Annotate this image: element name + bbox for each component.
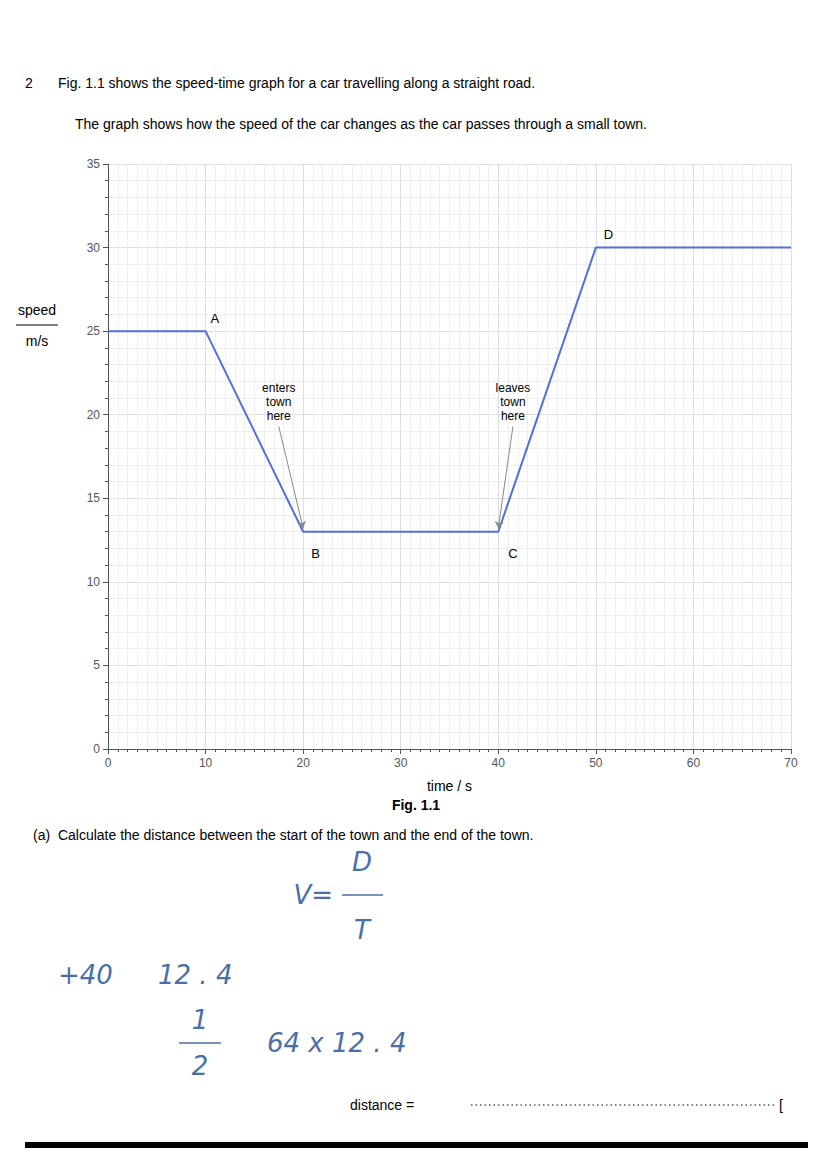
svg-text:10: 10 bbox=[199, 756, 213, 770]
svg-text:64 x 12 . 4: 64 x 12 . 4 bbox=[267, 1028, 406, 1058]
svg-text:town: town bbox=[500, 395, 525, 409]
svg-text:m/s: m/s bbox=[26, 333, 49, 349]
svg-text:V=: V= bbox=[293, 880, 333, 910]
svg-text:0: 0 bbox=[93, 742, 100, 756]
svg-text:[: [ bbox=[779, 1097, 783, 1113]
svg-text:20: 20 bbox=[296, 756, 310, 770]
svg-text:time / s: time / s bbox=[427, 778, 472, 794]
svg-text:here: here bbox=[501, 409, 525, 423]
svg-text:B: B bbox=[311, 546, 320, 561]
svg-text:2: 2 bbox=[192, 1051, 209, 1081]
svg-text:speed: speed bbox=[18, 302, 56, 318]
svg-text:The graph shows how the speed: The graph shows how the speed of the car… bbox=[75, 116, 647, 132]
svg-text:60: 60 bbox=[687, 756, 701, 770]
svg-text:50: 50 bbox=[589, 756, 603, 770]
svg-text:enters: enters bbox=[262, 381, 295, 395]
svg-text:15: 15 bbox=[87, 491, 101, 505]
svg-text:Fig. 1.1: Fig. 1.1 bbox=[392, 797, 440, 813]
svg-text:0: 0 bbox=[105, 756, 112, 770]
svg-text:2: 2 bbox=[25, 75, 33, 91]
svg-text:12 . 4: 12 . 4 bbox=[158, 960, 232, 990]
svg-text:25: 25 bbox=[87, 324, 101, 338]
svg-text:(a) Calculate the distance be: (a) Calculate the distance between the s… bbox=[33, 827, 533, 843]
svg-text:1: 1 bbox=[192, 1005, 209, 1035]
svg-text:70: 70 bbox=[784, 756, 798, 770]
svg-text:A: A bbox=[211, 311, 220, 326]
svg-text:35: 35 bbox=[87, 157, 101, 171]
svg-text:leaves: leaves bbox=[496, 381, 531, 395]
svg-text:D: D bbox=[604, 227, 613, 242]
svg-text:Fig. 1.1 shows the speed-time: Fig. 1.1 shows the speed-time graph for … bbox=[58, 75, 535, 91]
svg-text:20: 20 bbox=[87, 408, 101, 422]
svg-text:distance =: distance = bbox=[350, 1097, 418, 1113]
svg-text:D: D bbox=[352, 847, 372, 877]
svg-text:5: 5 bbox=[93, 658, 100, 672]
svg-text:10: 10 bbox=[87, 575, 101, 589]
svg-text:40: 40 bbox=[492, 756, 506, 770]
svg-text:+40: +40 bbox=[58, 960, 113, 990]
svg-text:30: 30 bbox=[394, 756, 408, 770]
svg-text:town: town bbox=[266, 395, 291, 409]
svg-text:C: C bbox=[508, 546, 517, 561]
svg-text:here: here bbox=[267, 409, 291, 423]
svg-text:T: T bbox=[354, 915, 372, 945]
svg-text:30: 30 bbox=[87, 241, 101, 255]
